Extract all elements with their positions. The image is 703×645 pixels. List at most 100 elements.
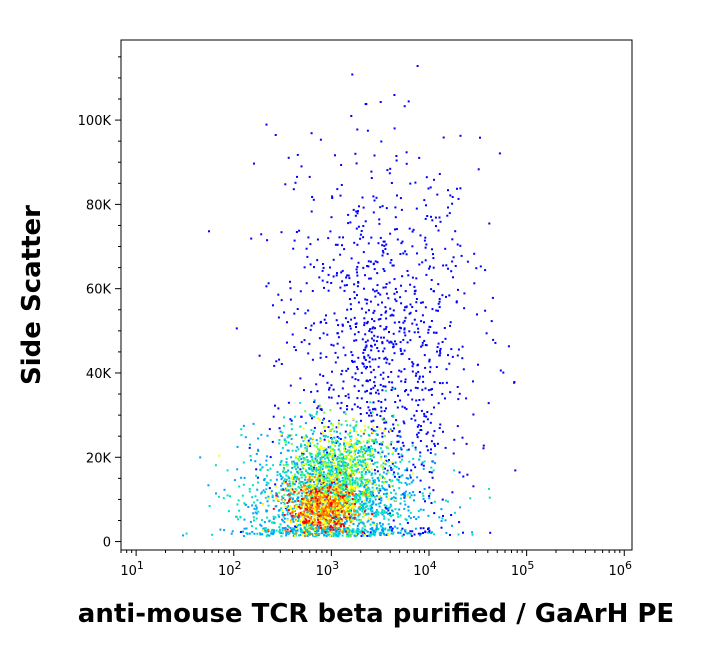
data-point [351, 477, 354, 480]
data-point [322, 513, 325, 516]
data-point [351, 487, 354, 490]
data-point [319, 508, 322, 511]
data-point [340, 464, 343, 467]
data-point [378, 505, 381, 508]
data-point [383, 477, 386, 480]
data-point [337, 508, 340, 511]
data-point [352, 489, 355, 492]
data-point [299, 290, 302, 293]
data-point [332, 510, 335, 513]
data-point [356, 439, 359, 442]
data-point [307, 467, 310, 469]
data-point [337, 448, 340, 451]
data-point [360, 535, 363, 537]
data-point [373, 199, 376, 202]
data-point [269, 479, 272, 482]
data-point [354, 378, 357, 381]
data-point [388, 478, 391, 481]
data-point [341, 498, 344, 501]
data-point [307, 533, 310, 536]
data-point [335, 470, 338, 473]
data-point [272, 529, 275, 532]
data-point [351, 530, 354, 533]
data-point [458, 392, 461, 395]
data-point [330, 433, 333, 436]
data-point [281, 529, 284, 532]
data-point [291, 475, 294, 477]
data-point [421, 301, 424, 304]
data-point [379, 325, 382, 328]
data-point [291, 493, 294, 496]
data-point [439, 382, 441, 385]
data-point [258, 532, 261, 535]
data-point [371, 440, 374, 442]
data-point [329, 470, 332, 473]
data-point [350, 488, 353, 491]
data-point [361, 527, 364, 530]
data-point [290, 443, 293, 445]
data-point [376, 426, 379, 428]
data-point [337, 488, 340, 491]
data-point [394, 206, 397, 209]
data-point [312, 520, 315, 523]
data-point [323, 520, 326, 523]
data-point [363, 507, 366, 510]
data-point [336, 272, 338, 275]
data-point [287, 469, 290, 472]
data-point [266, 469, 269, 471]
data-point [376, 510, 379, 512]
data-point [302, 524, 305, 527]
data-point [372, 386, 375, 389]
data-point [388, 331, 390, 333]
data-point [396, 440, 399, 443]
data-point [363, 513, 366, 516]
data-point [414, 446, 417, 449]
data-point [394, 508, 397, 511]
data-point [329, 531, 332, 534]
data-point [361, 384, 364, 387]
data-point [409, 339, 412, 342]
data-point [304, 490, 307, 493]
data-point [353, 360, 356, 363]
data-point [393, 127, 396, 130]
data-point [306, 508, 309, 511]
data-point [344, 503, 347, 506]
data-point [305, 488, 308, 490]
data-point [356, 486, 359, 489]
data-point [400, 448, 403, 451]
data-point [392, 496, 395, 499]
data-point [380, 410, 383, 413]
data-point [349, 493, 352, 496]
data-point [330, 506, 333, 509]
data-point [390, 440, 393, 443]
data-point [350, 257, 353, 260]
data-point [409, 496, 412, 499]
data-point [411, 444, 414, 447]
data-point [315, 510, 318, 512]
data-point [331, 516, 334, 519]
data-point [432, 460, 435, 463]
data-point [295, 489, 298, 492]
data-point [491, 296, 494, 299]
data-point [349, 325, 352, 328]
data-point [375, 527, 378, 529]
data-point [339, 286, 342, 289]
data-point [300, 445, 303, 448]
data-point [323, 533, 326, 536]
data-point [342, 236, 344, 239]
data-point [293, 466, 296, 469]
data-point [309, 473, 311, 476]
data-point [302, 440, 305, 443]
data-point [289, 492, 292, 495]
data-point [327, 513, 330, 516]
data-point [321, 496, 324, 499]
data-point [336, 342, 339, 345]
data-point [301, 499, 304, 502]
data-point [385, 421, 388, 424]
data-point [398, 430, 401, 433]
data-point [323, 487, 326, 490]
data-point [239, 515, 242, 518]
data-point [383, 517, 386, 520]
data-point [370, 414, 373, 417]
data-point [304, 482, 307, 485]
